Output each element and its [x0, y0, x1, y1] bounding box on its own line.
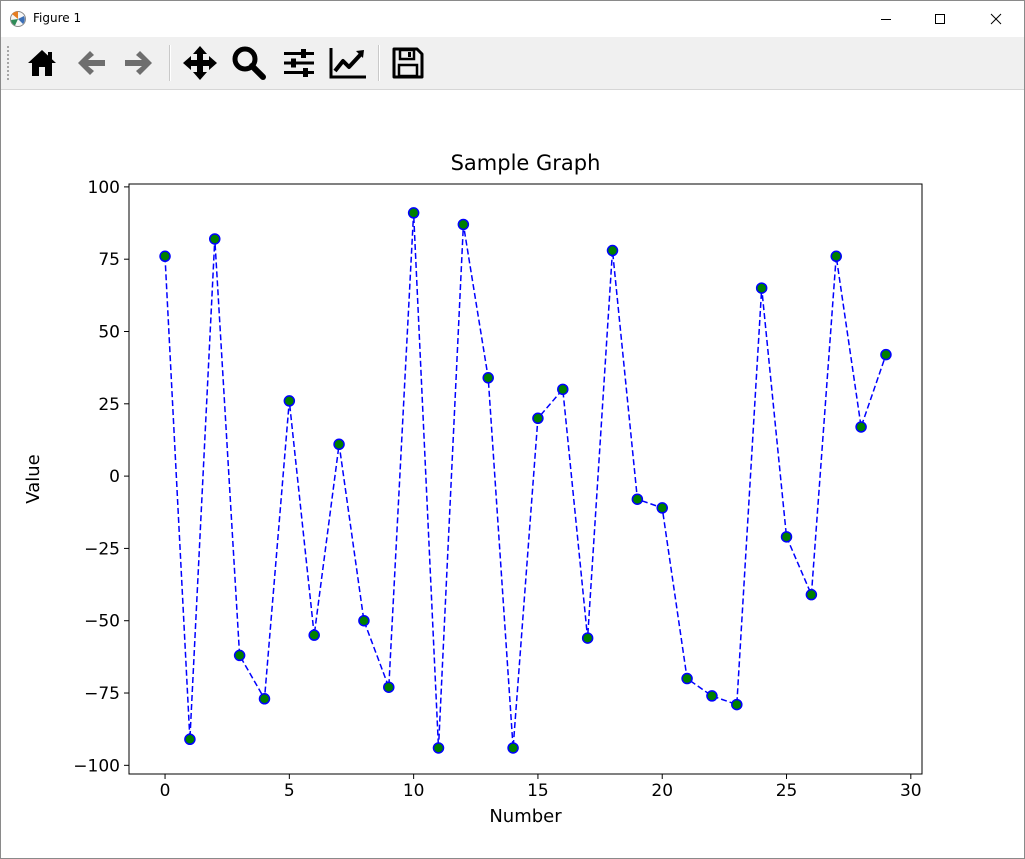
data-point: [855, 421, 867, 433]
data-point: [209, 233, 221, 245]
edit-axis-button[interactable]: [328, 43, 368, 83]
x-tick-label: 25: [776, 781, 798, 801]
data-point: [830, 250, 842, 263]
y-tick-label: −50: [84, 612, 120, 632]
data-point: [805, 588, 818, 601]
data-point: [482, 372, 494, 384]
home-icon: [28, 50, 56, 76]
move-arrows-icon: [183, 46, 217, 80]
data-point: [233, 649, 246, 662]
data-point: [656, 502, 668, 514]
y-tick-label: −75: [84, 684, 120, 704]
x-tick-label: 30: [900, 781, 922, 801]
minimize-icon: [881, 19, 891, 20]
arrow-right-icon: [125, 51, 152, 75]
maximize-button[interactable]: [915, 1, 965, 37]
data-point: [880, 348, 892, 361]
data-point: [457, 218, 470, 231]
close-button[interactable]: [971, 1, 1021, 37]
y-tick-label: 50: [98, 323, 120, 343]
data-point: [184, 733, 196, 746]
x-tick-label: 20: [651, 781, 673, 801]
toolbar-grip[interactable]: [6, 45, 10, 81]
configure-subplots-button[interactable]: [279, 43, 319, 83]
toolbar-separator: [169, 45, 171, 81]
x-tick-label: 0: [160, 781, 171, 801]
data-point: [706, 690, 718, 702]
forward-button[interactable]: [119, 43, 159, 83]
plot-frame: [128, 183, 923, 775]
y-tick-label: −25: [84, 539, 120, 559]
minimize-button[interactable]: [861, 1, 911, 37]
series-line: [164, 212, 887, 749]
x-tick-label: 5: [284, 781, 295, 801]
pan-button[interactable]: [180, 43, 220, 83]
y-tick-label: 100: [88, 178, 120, 198]
data-point: [532, 412, 544, 425]
data-point: [283, 395, 296, 407]
data-point: [308, 629, 320, 641]
data-point: [407, 207, 420, 219]
figure-canvas[interactable]: 0 5 10 15 20 25 30 100 75 50 25 0 −25 −50 −75 −100 Sampl…: [1, 90, 1024, 858]
x-tick-label: 15: [527, 781, 549, 801]
sliders-icon: [284, 49, 314, 77]
zoom-button[interactable]: [229, 43, 269, 83]
data-point: [383, 681, 395, 693]
data-point: [755, 282, 768, 294]
maximize-icon: [935, 14, 945, 24]
data-point: [159, 250, 171, 263]
window-title: Figure 1: [33, 11, 82, 25]
data-point: [606, 244, 619, 257]
y-axis-label: Value: [23, 454, 44, 503]
magnifier-icon: [232, 46, 266, 80]
data-point: [681, 672, 693, 685]
save-button[interactable]: [388, 43, 428, 83]
title-bar: Figure 1: [1, 1, 1024, 37]
data-point: [358, 614, 370, 627]
arrow-left-icon: [78, 51, 105, 75]
data-point: [333, 438, 345, 451]
toolbar-separator: [378, 45, 380, 81]
data-point: [507, 742, 519, 754]
line-chart[interactable]: 0 5 10 15 20 25 30 100 75 50 25 0 −25 −50 −75 −100 Sampl…: [1, 90, 1024, 858]
data-point: [731, 698, 743, 711]
navigation-toolbar: [1, 37, 1024, 90]
data-point: [557, 383, 569, 396]
x-tick-label: 10: [403, 781, 425, 801]
data-point: [581, 632, 594, 644]
line-chart-icon: [329, 48, 366, 79]
data-point: [631, 493, 644, 505]
x-axis-label: Number: [489, 806, 562, 827]
back-button[interactable]: [71, 43, 111, 83]
y-tick-label: 75: [98, 250, 120, 270]
y-tick-label: 0: [109, 467, 120, 487]
data-point: [780, 531, 793, 543]
data-point: [258, 693, 271, 705]
home-button[interactable]: [22, 43, 62, 83]
matplotlib-app-icon: [10, 11, 26, 27]
data-point: [432, 742, 445, 754]
chart-title: Sample Graph: [451, 151, 601, 175]
close-icon: [990, 13, 1002, 25]
y-tick-label: 25: [98, 395, 120, 415]
y-tick-label: −100: [73, 756, 120, 776]
floppy-disk-icon: [392, 47, 424, 79]
